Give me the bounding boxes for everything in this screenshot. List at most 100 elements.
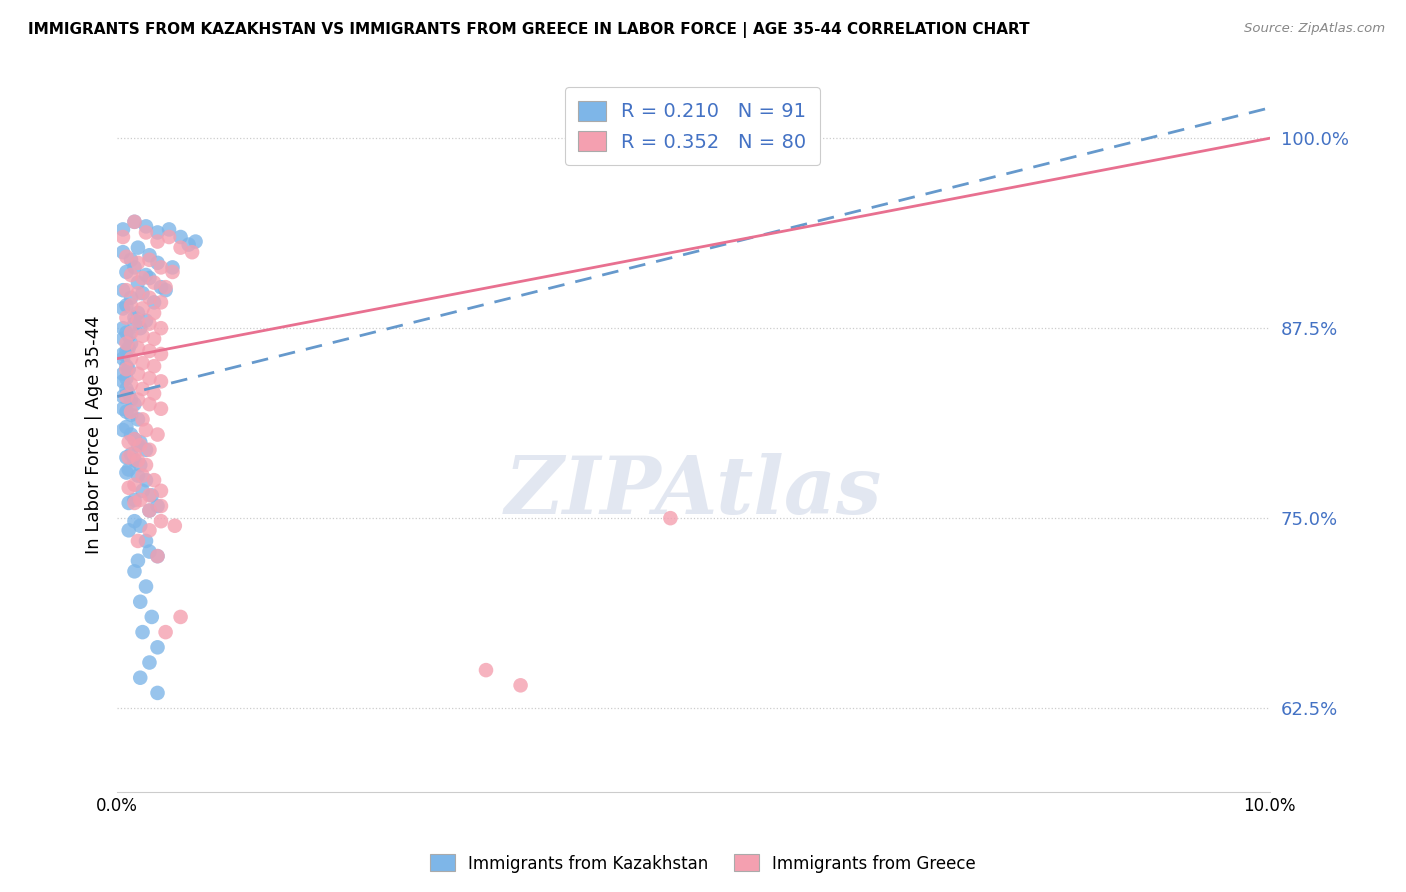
Point [138, 291, 160, 305]
Point [138, 248, 160, 262]
Point [129, 321, 152, 335]
Point [131, 301, 153, 316]
Point [141, 610, 163, 624]
Point [118, 496, 141, 510]
Point [135, 226, 157, 240]
Point [124, 215, 146, 229]
Point [127, 453, 149, 467]
Point [146, 256, 169, 270]
Point [131, 271, 153, 285]
Point [118, 362, 141, 376]
Point [127, 313, 149, 327]
Legend: R = 0.210   N = 91, R = 0.352   N = 80: R = 0.210 N = 91, R = 0.352 N = 80 [565, 87, 820, 165]
Point [138, 503, 160, 517]
Point [115, 265, 138, 279]
Point [120, 447, 142, 461]
Point [131, 286, 153, 301]
Point [149, 514, 172, 528]
Point [129, 671, 152, 685]
Point [111, 301, 134, 316]
Point [138, 656, 160, 670]
Point [120, 377, 142, 392]
Point [149, 375, 172, 389]
Point [135, 458, 157, 472]
Point [149, 280, 172, 294]
Point [115, 310, 138, 325]
Point [115, 359, 138, 374]
Point [115, 336, 138, 351]
Point [162, 260, 184, 275]
Point [115, 326, 138, 340]
Point [115, 343, 138, 358]
Point [149, 483, 172, 498]
Text: Source: ZipAtlas.com: Source: ZipAtlas.com [1244, 22, 1385, 36]
Point [111, 375, 134, 389]
Point [131, 412, 153, 426]
Point [143, 359, 166, 374]
Point [475, 663, 498, 677]
Point [138, 371, 160, 385]
Point [124, 492, 146, 507]
Point [131, 468, 153, 483]
Point [135, 533, 157, 548]
Point [155, 283, 177, 297]
Point [127, 286, 149, 301]
Point [184, 235, 207, 249]
Point [111, 390, 134, 404]
Point [120, 408, 142, 422]
Point [118, 435, 141, 450]
Point [157, 222, 180, 236]
Point [124, 477, 146, 491]
Point [127, 367, 149, 381]
Point [124, 496, 146, 510]
Point [127, 306, 149, 320]
Point [149, 347, 172, 361]
Point [146, 640, 169, 655]
Point [155, 625, 177, 640]
Point [143, 473, 166, 487]
Point [118, 524, 141, 538]
Point [124, 215, 146, 229]
Point [131, 382, 153, 396]
Point [138, 343, 160, 358]
Point [131, 483, 153, 498]
Point [127, 276, 149, 290]
Point [169, 241, 191, 255]
Point [127, 533, 149, 548]
Point [146, 686, 169, 700]
Point [138, 503, 160, 517]
Point [120, 291, 142, 305]
Point [129, 435, 152, 450]
Point [111, 401, 134, 416]
Point [120, 268, 142, 282]
Point [111, 230, 134, 244]
Point [120, 326, 142, 340]
Point [146, 499, 169, 513]
Point [111, 423, 134, 437]
Point [118, 328, 141, 343]
Point [111, 367, 134, 381]
Point [143, 295, 166, 310]
Point [149, 401, 172, 416]
Point [115, 283, 138, 297]
Point [135, 423, 157, 437]
Point [118, 462, 141, 476]
Point [143, 306, 166, 320]
Point [127, 241, 149, 255]
Point [138, 442, 160, 457]
Point [131, 625, 153, 640]
Point [129, 518, 152, 533]
Point [135, 473, 157, 487]
Point [146, 427, 169, 442]
Point [155, 280, 177, 294]
Point [127, 412, 149, 426]
Point [115, 371, 138, 385]
Point [111, 222, 134, 236]
Point [115, 390, 138, 404]
Point [129, 458, 152, 472]
Point [124, 310, 146, 325]
Point [138, 271, 160, 285]
Point [120, 392, 142, 407]
Point [138, 544, 160, 558]
Point [118, 450, 141, 465]
